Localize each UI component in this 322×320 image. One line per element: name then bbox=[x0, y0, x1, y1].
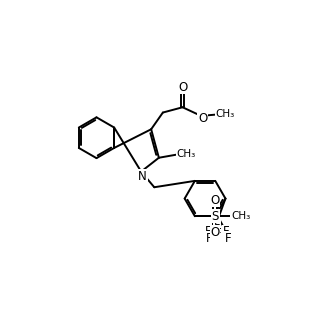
Text: O: O bbox=[178, 81, 187, 93]
Text: CH₃: CH₃ bbox=[231, 211, 250, 221]
Text: CH₃: CH₃ bbox=[176, 149, 195, 159]
Text: O: O bbox=[198, 112, 207, 125]
Text: F: F bbox=[223, 225, 230, 238]
Text: F: F bbox=[206, 232, 213, 245]
Text: F: F bbox=[224, 232, 231, 245]
Text: F: F bbox=[215, 228, 222, 240]
Text: CH₃: CH₃ bbox=[216, 109, 235, 119]
Text: N: N bbox=[138, 170, 147, 183]
Text: F: F bbox=[213, 219, 220, 232]
Text: F: F bbox=[205, 225, 212, 238]
Text: S: S bbox=[212, 210, 219, 223]
Text: O: O bbox=[211, 194, 220, 207]
Text: O: O bbox=[211, 226, 220, 239]
